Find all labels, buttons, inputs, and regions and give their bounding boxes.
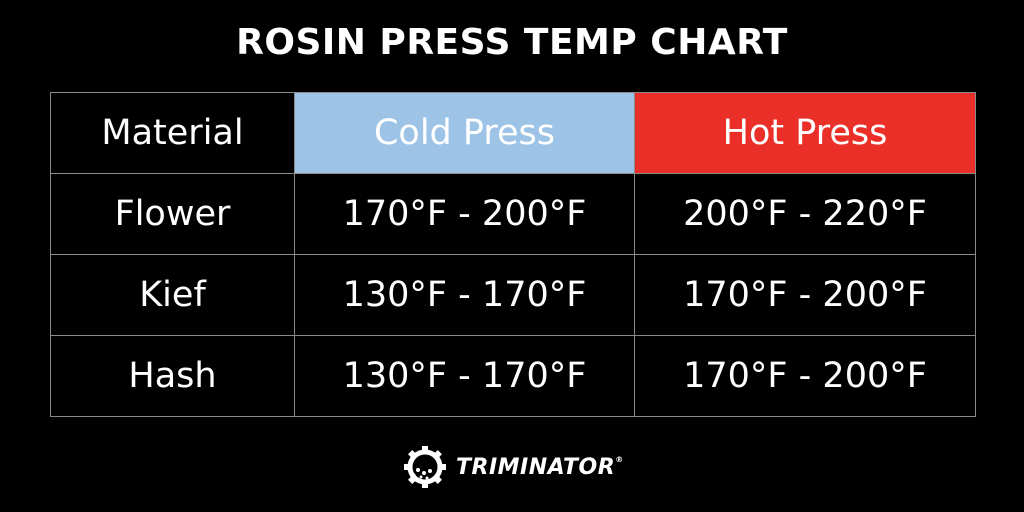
cell: 130°F - 170°F <box>294 254 635 336</box>
logo-icon <box>404 446 446 488</box>
logo-trademark: ® <box>615 454 624 464</box>
cell: 170°F - 200°F <box>294 173 635 255</box>
row: Kief 130°F - 170°F 170°F - 200°F <box>50 254 976 336</box>
cell: Hash <box>50 335 295 417</box>
cell: Kief <box>50 254 295 336</box>
cell: 170°F - 200°F <box>634 254 976 336</box>
row: Hash 130°F - 170°F 170°F - 200°F <box>50 335 976 417</box>
cell: 200°F - 220°F <box>634 173 976 255</box>
temp-table: Material Cold Press Hot Press Flower 170… <box>50 92 976 417</box>
cell: 170°F - 200°F <box>634 335 976 417</box>
logo: TRIMINATOR® <box>400 442 624 492</box>
header-cell: Material <box>50 92 295 174</box>
header-cell: Cold Press <box>294 92 635 174</box>
chart-title: ROSIN PRESS TEMP CHART <box>236 22 788 63</box>
header-row: Material Cold Press Hot Press <box>50 92 976 174</box>
cell: Flower <box>50 173 295 255</box>
logo-text: TRIMINATOR® <box>456 455 624 480</box>
header-cell: Hot Press <box>634 92 976 174</box>
cell: 130°F - 170°F <box>294 335 635 417</box>
logo-word: TRIMINATOR <box>456 454 616 480</box>
row: Flower 170°F - 200°F 200°F - 220°F <box>50 173 976 255</box>
